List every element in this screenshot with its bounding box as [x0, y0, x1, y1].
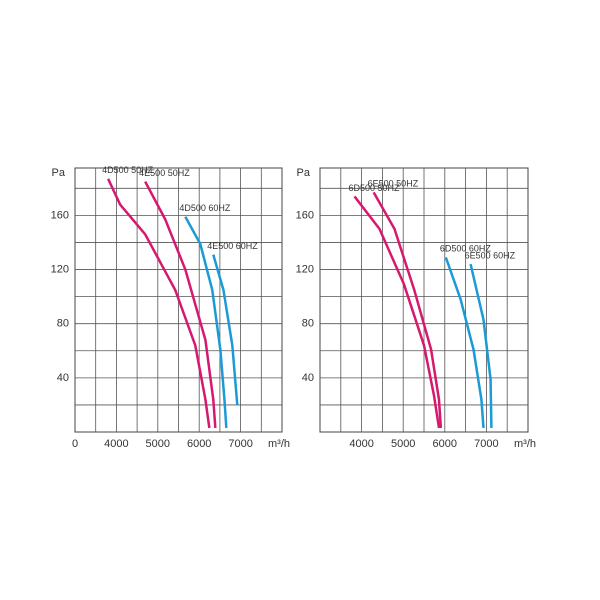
curve-label: 4D500 60HZ — [179, 203, 231, 213]
curve — [184, 216, 228, 429]
curve-label: 6D500 50HZ — [349, 183, 401, 193]
y-axis-label: Pa — [297, 167, 311, 179]
curve-label: 6E500 60HZ — [465, 250, 516, 260]
x-tick-label: 4000 — [104, 438, 128, 450]
curve — [144, 180, 217, 429]
curve-label: 4E500 60HZ — [207, 241, 258, 251]
y-axis-label: Pa — [52, 167, 66, 179]
curve-label: 6D500 60HZ — [440, 244, 492, 254]
curve — [106, 178, 211, 429]
curve — [469, 263, 493, 428]
x-tick-label: 6000 — [187, 438, 211, 450]
y-tick-label: 80 — [57, 318, 69, 330]
x-tick-label: 7000 — [474, 438, 498, 450]
y-tick-label: 120 — [51, 263, 69, 275]
x-tick-label: 4000 — [349, 438, 373, 450]
curve-label: 4D500 50HZ — [102, 165, 154, 175]
curve — [212, 254, 239, 406]
curve-label: 4E500 50HZ — [139, 168, 190, 178]
x-tick-label: 6000 — [433, 438, 457, 450]
y-tick-label: 40 — [57, 372, 69, 384]
x-origin-label: 0 — [72, 438, 78, 450]
y-tick-label: 120 — [296, 263, 314, 275]
x-tick-label: 7000 — [228, 438, 252, 450]
x-axis-label: m³/h — [268, 438, 290, 450]
curve-label: 6E500 50HZ — [368, 179, 419, 189]
x-axis-label: m³/h — [514, 438, 536, 450]
x-tick-label: 5000 — [146, 438, 170, 450]
y-tick-label: 40 — [302, 372, 314, 384]
y-tick-label: 160 — [296, 209, 314, 221]
curve — [372, 191, 443, 429]
y-tick-label: 80 — [302, 318, 314, 330]
curve — [444, 256, 485, 429]
curve — [353, 195, 441, 429]
x-tick-label: 5000 — [391, 438, 415, 450]
y-tick-label: 160 — [51, 209, 69, 221]
